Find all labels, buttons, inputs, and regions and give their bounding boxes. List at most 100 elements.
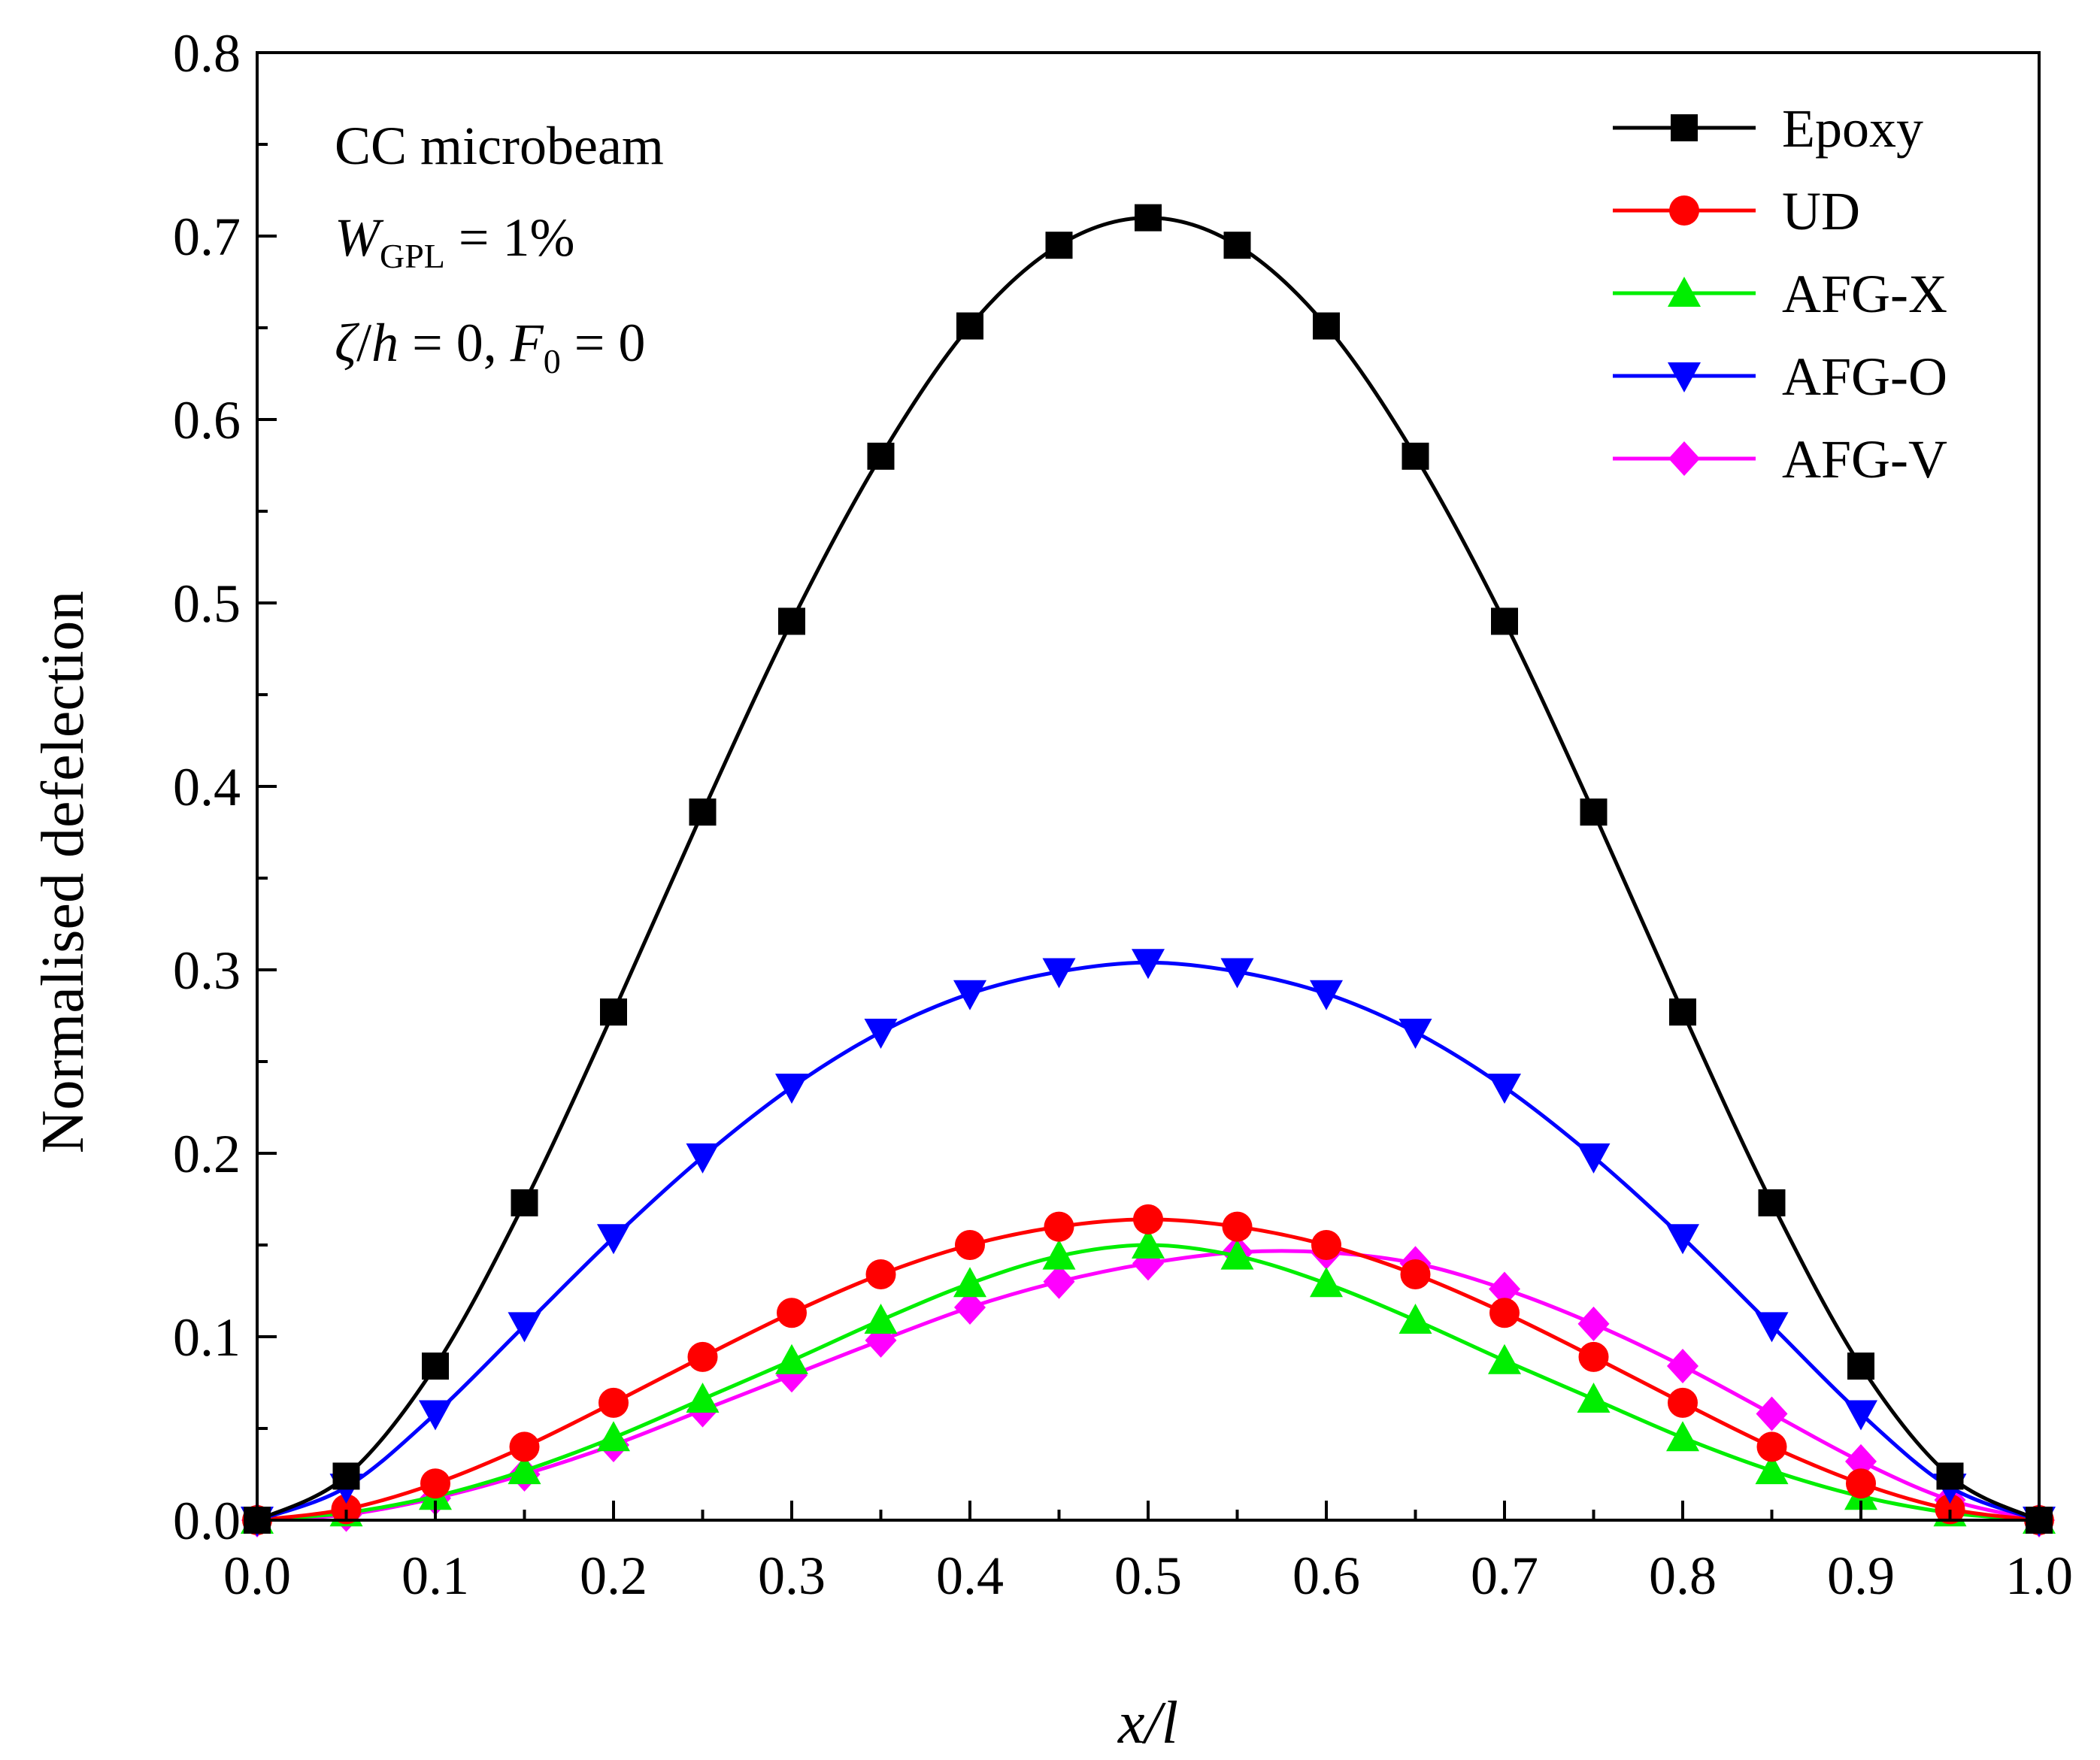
data-point-epoxy (1758, 1189, 1786, 1216)
data-point-ud (687, 1341, 718, 1372)
data-point-ud (420, 1468, 450, 1499)
data-point-afg-o (1220, 958, 1254, 989)
x-axis-title: x/l (1117, 1690, 1178, 1756)
data-point-epoxy (1135, 204, 1162, 232)
data-point-ud (1400, 1259, 1431, 1290)
data-point-epoxy (1313, 312, 1340, 340)
data-point-afg-o (1844, 1400, 1877, 1431)
data-point-ud (777, 1298, 807, 1328)
data-point-afg-o (953, 980, 986, 1010)
data-point-afg-x (775, 1343, 808, 1374)
x-tick-label: 0.1 (402, 1546, 469, 1606)
annotation-line-1: CC microbeam (335, 116, 664, 176)
data-point-ud (1044, 1211, 1074, 1242)
data-point-ud (1133, 1204, 1163, 1234)
y-tick-label: 0.3 (173, 941, 241, 1001)
data-point-afg-v (1756, 1396, 1788, 1431)
y-tick-label: 0.2 (173, 1124, 241, 1184)
data-point-ud (865, 1259, 896, 1290)
legend-item-afg-x: AFG-X (1613, 264, 1947, 324)
legend-label-afg-o: AFG-O (1782, 347, 1947, 407)
data-point-afg-o (686, 1143, 720, 1174)
legend-item-afg-o: AFG-O (1613, 347, 1947, 407)
data-point-epoxy (1669, 998, 1696, 1026)
data-point-afg-o (1755, 1312, 1789, 1343)
data-point-epoxy (600, 998, 627, 1026)
data-point-afg-x (686, 1382, 720, 1413)
x-tick-label: 0.8 (1649, 1546, 1717, 1606)
data-point-ud (1846, 1468, 1876, 1499)
legend-marker-afg-v (1668, 441, 1700, 476)
data-point-afg-o (1398, 1018, 1432, 1049)
data-point-afg-o (1666, 1224, 1699, 1255)
data-point-ud (598, 1387, 629, 1418)
data-point-afg-x (1132, 1228, 1165, 1259)
legend: Epoxy UD AFG-X AFG-O AFG-V (1613, 98, 1947, 489)
x-tick-label: 0.7 (1471, 1546, 1538, 1606)
data-point-afg-v (1845, 1443, 1877, 1479)
data-point-afg-o (1132, 949, 1165, 980)
legend-label-ud: UD (1782, 181, 1860, 241)
x-tick-label: 0.9 (1827, 1546, 1895, 1606)
annotation-line-3: ζ/h = 0, F0 = 0 (335, 313, 645, 380)
legend-marker-afg-x (1668, 277, 1701, 307)
data-point-epoxy (956, 312, 983, 340)
series-layer (241, 204, 2056, 1537)
y-tick-label: 0.0 (173, 1491, 241, 1551)
data-point-afg-o (864, 1018, 898, 1049)
data-point-afg-x (1398, 1304, 1432, 1334)
data-point-afg-x (1488, 1343, 1521, 1374)
x-tick-label: 0.4 (936, 1546, 1004, 1606)
data-point-afg-x (597, 1421, 630, 1452)
data-point-afg-x (1042, 1239, 1076, 1270)
data-point-afg-o (1042, 958, 1076, 989)
legend-marker-epoxy (1671, 114, 1698, 141)
data-point-afg-o (419, 1400, 452, 1431)
data-point-afg-o (597, 1224, 630, 1255)
data-point-ud (1311, 1230, 1341, 1260)
data-point-ud (955, 1230, 985, 1260)
data-point-epoxy (1936, 1462, 1964, 1490)
data-point-afg-x (1666, 1421, 1699, 1452)
data-point-ud (331, 1494, 362, 1525)
legend-label-epoxy: Epoxy (1782, 98, 1923, 159)
legend-item-ud: UD (1613, 181, 1860, 241)
y-tick-label: 0.6 (173, 390, 241, 450)
data-point-afg-x (1220, 1239, 1254, 1270)
legend-label-afg-v: AFG-V (1782, 429, 1947, 489)
data-point-ud (509, 1431, 540, 1462)
data-point-ud (1935, 1494, 1965, 1525)
series-afg-v (241, 1234, 2055, 1537)
data-point-afg-x (1755, 1454, 1789, 1485)
data-point-afg-v (1577, 1306, 1610, 1341)
x-tick-label: 0.5 (1114, 1546, 1182, 1606)
y-tick-label: 0.7 (173, 207, 241, 267)
legend-label-afg-x: AFG-X (1782, 264, 1947, 324)
annotation: CC microbeam WGPL = 1% ζ/h = 0, F0 = 0 (335, 116, 664, 380)
data-point-epoxy (1223, 232, 1251, 259)
data-point-epoxy (1491, 607, 1518, 635)
data-point-epoxy (689, 798, 717, 826)
data-point-ud (1668, 1387, 1698, 1418)
y-tick-label: 0.8 (173, 23, 241, 83)
legend-marker-ud (1669, 195, 1699, 226)
data-point-afg-o (1577, 1143, 1611, 1174)
data-point-epoxy (1847, 1353, 1874, 1380)
data-point-afg-x (1310, 1267, 1343, 1298)
data-point-afg-o (775, 1074, 808, 1104)
legend-item-afg-v: AFG-V (1613, 429, 1947, 489)
data-point-epoxy (778, 607, 805, 635)
y-axis-title: Normalised defelection (30, 591, 96, 1154)
data-point-afg-x (1577, 1382, 1611, 1413)
data-point-afg-v (1043, 1264, 1075, 1299)
data-point-ud (1578, 1341, 1609, 1372)
x-tick-label: 0.6 (1292, 1546, 1360, 1606)
y-tick-label: 0.1 (173, 1307, 241, 1368)
data-point-epoxy (332, 1462, 360, 1490)
data-point-epoxy (1402, 442, 1429, 470)
data-point-afg-o (508, 1312, 541, 1343)
data-point-afg-x (508, 1454, 541, 1485)
data-point-afg-v (954, 1289, 986, 1325)
data-point-ud (1756, 1431, 1787, 1462)
